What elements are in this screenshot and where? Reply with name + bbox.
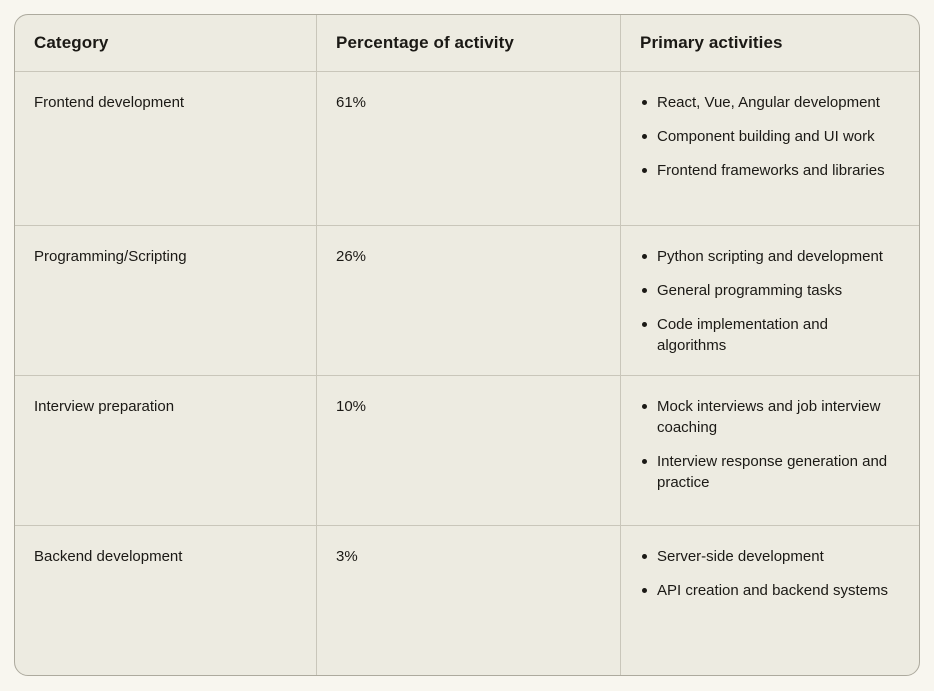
activity-item: Component building and UI work [640,126,899,147]
activities-list: Server-side development API creation and… [640,546,899,601]
bullet-icon [642,288,647,293]
category-cell: Frontend development [15,71,316,225]
column-header-category: Category [34,33,109,52]
activity-text: Server-side development [657,548,824,565]
activity-item: React, Vue, Angular development [640,92,899,113]
activities-cell: Python scripting and development General… [620,225,919,375]
activity-item: Code implementation and algorithms [640,314,899,356]
activity-text: General programming tasks [657,282,843,299]
activity-table: Category Percentage of activity Primary … [14,14,920,676]
activity-text: API creation and backend systems [657,582,888,599]
activity-item: Server-side development [640,546,899,567]
bullet-icon [642,554,647,559]
activities-list: Mock interviews and job interview coachi… [640,396,899,493]
activity-text: Code implementation and algorithms [657,316,828,354]
percentage-cell: 26% [316,225,620,375]
bullet-icon [642,404,647,409]
category-cell: Programming/Scripting [15,225,316,375]
bullet-icon [642,459,647,464]
activity-item: Interview response generation and practi… [640,451,899,493]
activities-cell: Server-side development API creation and… [620,525,919,675]
activity-item: Mock interviews and job interview coachi… [640,396,899,438]
category-cell: Interview preparation [15,375,316,525]
activity-text: Component building and UI work [657,128,875,145]
bullet-icon [642,100,647,105]
bullet-icon [642,168,647,173]
percentage-cell: 10% [316,375,620,525]
category-cell: Backend development [15,525,316,675]
activity-text: Python scripting and development [657,248,883,265]
activities-list: Python scripting and development General… [640,246,899,356]
activities-cell: Mock interviews and job interview coachi… [620,375,919,525]
activities-list: React, Vue, Angular development Componen… [640,92,899,181]
column-header-percentage: Percentage of activity [316,15,620,71]
percentage-cell: 3% [316,525,620,675]
percentage-cell: 61% [316,71,620,225]
column-header-primary-activities: Primary activities [620,15,919,71]
bullet-icon [642,322,647,327]
activity-text: Interview response generation and practi… [657,453,888,491]
bullet-icon [642,254,647,259]
activities-cell: React, Vue, Angular development Componen… [620,71,919,225]
activity-text: Mock interviews and job interview coachi… [657,398,881,436]
activity-text: React, Vue, Angular development [657,94,880,111]
activity-item: Python scripting and development [640,246,899,267]
bullet-icon [642,588,647,593]
activity-text: Frontend frameworks and libraries [657,162,885,179]
activity-item: Frontend frameworks and libraries [640,160,899,181]
activity-item: API creation and backend systems [640,580,899,601]
activity-item: General programming tasks [640,280,899,301]
bullet-icon [642,134,647,139]
